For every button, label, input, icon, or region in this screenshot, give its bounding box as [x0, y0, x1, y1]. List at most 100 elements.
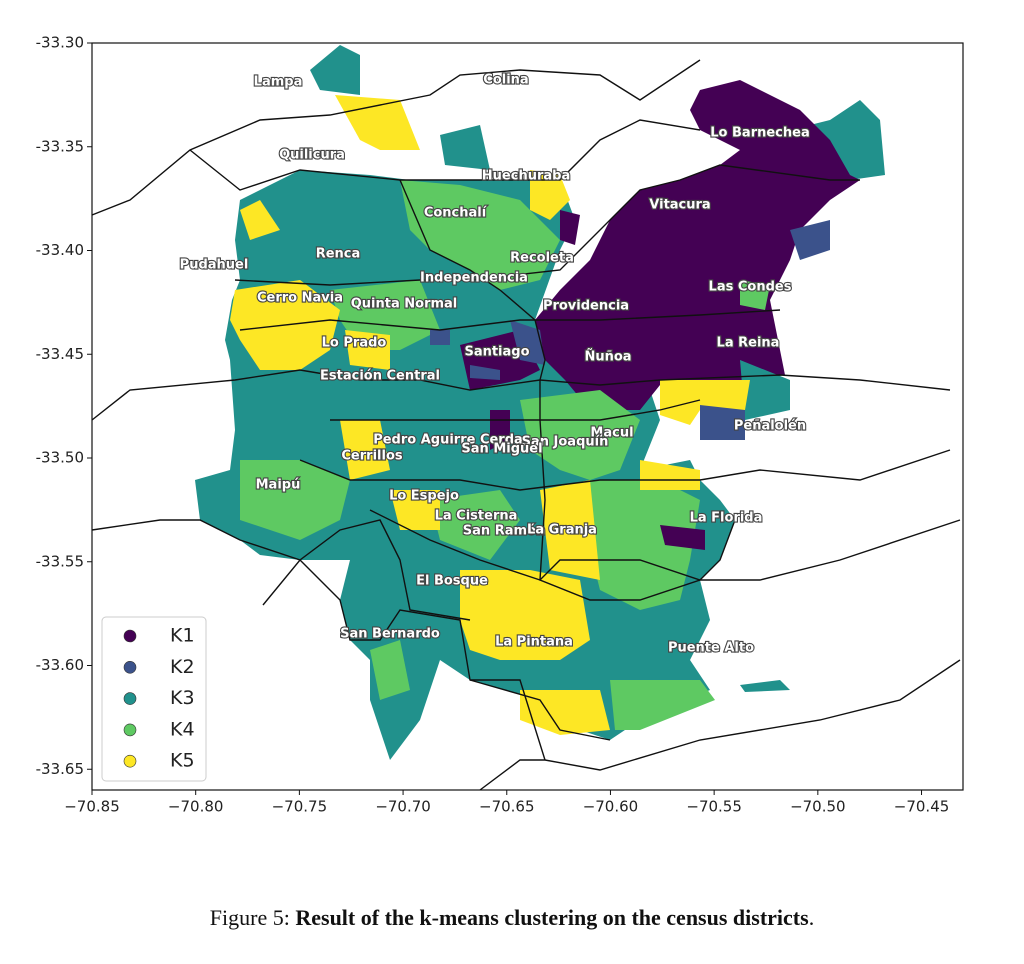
y-tick-label: -33.35	[36, 137, 84, 155]
place-label: Maipú	[256, 478, 301, 493]
place-label: Macul	[590, 426, 633, 441]
place-label: Santiago	[464, 345, 529, 360]
axes: −70.85 −70.80 −70.75 −70.70 −70.65 −70.60 −70.…	[36, 34, 950, 816]
y-tick-label: -33.40	[36, 241, 84, 259]
cluster-region	[660, 380, 750, 425]
x-tick-label: −70.50	[790, 798, 846, 816]
legend-box	[101, 616, 207, 782]
place-label: Conchalí	[424, 206, 488, 221]
place-label: Vitacura	[649, 198, 710, 213]
cluster-region	[610, 680, 715, 730]
x-tick-label: −70.45	[894, 798, 950, 816]
boundary	[299, 449, 951, 491]
legend-label: K4	[170, 718, 195, 740]
cluster-region	[430, 490, 520, 560]
caption: Figure 5: Result of the k-means clusteri…	[0, 905, 1024, 931]
place-label: La Reina	[717, 336, 780, 351]
cluster-region	[700, 405, 745, 440]
cluster-region	[560, 210, 580, 245]
place-label: Recoleta	[510, 251, 574, 266]
legend-label: K3	[170, 687, 195, 709]
boundary	[189, 119, 701, 191]
x-tick-label: −70.85	[64, 798, 120, 816]
legend-label: K5	[170, 750, 195, 772]
place-label: Renca	[316, 247, 361, 262]
place-label: Cerro Navia	[257, 291, 343, 306]
place-label: La Florida	[690, 511, 763, 526]
cluster-region	[535, 80, 860, 410]
place-label: Puente Alto	[668, 641, 754, 656]
x-tick-label: −70.55	[686, 798, 742, 816]
clusters	[195, 45, 885, 760]
boundary	[470, 679, 546, 761]
legend: K1 K2 K3 K4 K5	[101, 616, 207, 782]
cluster-region	[590, 480, 700, 610]
legend-marker	[123, 629, 137, 643]
cluster-region	[530, 170, 570, 220]
legend-marker	[123, 754, 137, 768]
boundary	[91, 59, 701, 216]
place-label: Colina	[483, 73, 528, 88]
place-label: Estación Central	[320, 369, 440, 384]
place-label: La Pintana	[495, 635, 573, 650]
caption-prefix: Figure 5:	[209, 905, 290, 930]
y-tick-label: -33.65	[36, 760, 84, 778]
place-label: Las Condes	[709, 280, 792, 295]
place-label: Pedro Aguirre Cerda	[373, 433, 523, 448]
cluster-region	[510, 320, 545, 365]
cluster-region	[335, 95, 420, 150]
x-tick-label: −70.60	[583, 798, 639, 816]
caption-text: Result of the k-means clustering on the …	[295, 905, 809, 930]
place-label: La Granja	[527, 523, 597, 538]
cluster-region	[540, 480, 600, 580]
cluster-region	[430, 330, 450, 345]
x-tick-label: −70.75	[272, 798, 328, 816]
place-label: San Joaquín	[522, 435, 609, 450]
place-label: Ñuñoa	[584, 349, 631, 365]
place-label: Lo Prado	[322, 336, 387, 351]
place-label: Pudahuel	[180, 258, 249, 273]
cluster-region	[310, 45, 360, 95]
legend-label: K2	[170, 656, 195, 678]
boundary	[234, 164, 860, 286]
cluster-region	[520, 390, 640, 480]
cluster-region	[470, 365, 500, 380]
boundary	[330, 399, 701, 421]
cluster-region	[660, 525, 705, 550]
legend-marker	[123, 692, 137, 705]
x-tick-label: −70.70	[375, 798, 431, 816]
y-tick-label: -33.50	[36, 449, 84, 467]
boundary	[479, 659, 961, 791]
place-label: Quinta Normal	[351, 297, 458, 312]
place-label: La Cisterna	[435, 509, 518, 524]
map-figure: −70.85 −70.80 −70.75 −70.70 −70.65 −70.60 −70.…	[36, 34, 964, 816]
place-label: Providencia	[543, 299, 629, 314]
cluster-region	[340, 420, 390, 480]
cluster-region	[240, 200, 280, 240]
y-tick-label: -33.45	[36, 345, 84, 363]
cluster-region	[460, 570, 590, 660]
commune-boundaries	[91, 59, 961, 791]
place-label: San Miguel	[461, 442, 542, 457]
place-label: Cerrillos	[341, 449, 402, 464]
place-label: Lo Espejo	[389, 489, 459, 504]
cluster-region	[440, 125, 490, 170]
cluster-region	[740, 680, 790, 692]
place-label: Independencia	[420, 271, 528, 286]
place-label: El Bosque	[416, 574, 488, 589]
cluster-region	[790, 220, 830, 260]
boundary	[91, 519, 611, 741]
place-labels: Lampa Colina Lo Barnechea Quilicura Huechura…	[179, 71, 811, 656]
place-label: San Bernardo	[340, 627, 440, 642]
boundary	[239, 309, 781, 331]
y-tick-label: -33.60	[36, 656, 84, 674]
place-label: Huechuraba	[482, 169, 570, 184]
cluster-region	[240, 460, 350, 540]
cluster-region	[740, 280, 770, 310]
place-label: Lo Barnechea	[710, 126, 809, 141]
cluster-region	[520, 690, 610, 735]
place-label: San Ramón	[463, 524, 545, 539]
cluster-region	[345, 330, 390, 370]
y-tick-label: -33.30	[36, 34, 84, 52]
cluster-region	[390, 490, 440, 530]
